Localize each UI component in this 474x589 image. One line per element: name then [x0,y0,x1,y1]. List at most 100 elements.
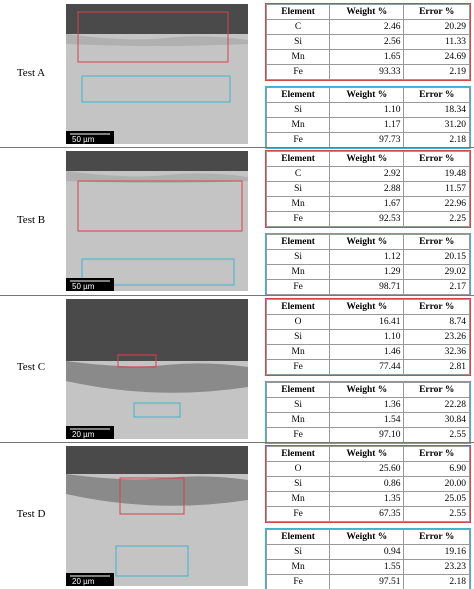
table-cell: 20.15 [403,249,470,266]
header-row: Element Weight % Error % [265,528,470,545]
table-row: Si 2.88 11.57 [265,181,470,198]
table-cell: 29.02 [403,264,470,281]
eds-table: Element Weight % Error % Si 1.10 18.34 Mn 1.17 3… [265,86,471,149]
table-cell: 24.69 [403,49,470,65]
oxide-layer [66,473,248,506]
header-cell: Weight % [329,528,405,545]
header-cell: Weight % [329,234,405,251]
table-cell: 67.35 [329,505,405,522]
table-row: Si 1.12 20.15 [265,249,470,266]
header-cell: Weight % [329,87,405,103]
table-cell: O [265,460,331,477]
table-cell: 6.90 [403,460,470,477]
table-cell: 97.10 [329,426,405,443]
table-cell: Si [265,34,331,50]
header-row: Element Weight % Error % [265,381,470,398]
table-cell: 2.18 [403,573,470,589]
table-cell: 2.46 [329,19,405,35]
table-cell: 97.73 [329,132,405,148]
table-cell: 20.00 [403,475,470,492]
table-cell: Mn [265,343,331,360]
header-cell: Element [265,87,331,103]
table-cell: 2.56 [329,34,405,50]
header-cell: Element [265,298,331,315]
header-row: Element Weight % Error % [265,234,470,251]
table-cell: 1.46 [329,343,405,360]
table-cell: 2.25 [403,211,470,228]
header-row: Element Weight % Error % [265,87,470,103]
header-cell: Weight % [329,4,405,20]
table-row: Fe 97.10 2.55 [265,426,470,443]
table-cell: 25.60 [329,460,405,477]
red-box [119,477,185,515]
scale-bar-label: 20 µm [72,430,95,439]
table-cell: 2.19 [403,64,470,80]
table-cell: 97.51 [329,573,405,589]
table-cell: Fe [265,279,331,296]
table-cell: 2.55 [403,505,470,522]
scale-bar-label: 50 µm [72,135,95,144]
eds-table: Element Weight % Error % Si 1.12 20.15 Mn 1.29 2… [265,233,471,297]
table-cell: 92.53 [329,211,405,228]
table-cell: 2.17 [403,279,470,296]
table-cell: Mn [265,490,331,507]
table-row: Fe 93.33 2.19 [265,64,470,80]
table-cell: 1.55 [329,558,405,575]
table-row: Si 1.36 22.28 [265,396,470,413]
table-cell: 98.71 [329,279,405,296]
table-cell: C [265,19,331,35]
table-cell: 1.35 [329,490,405,507]
oxide-layer [66,360,248,393]
table-cell: Fe [265,358,331,375]
header-cell: Weight % [329,381,405,398]
table-cell: Si [265,249,331,266]
table-row: Mn 1.29 29.02 [265,264,470,281]
table-cell: 20.29 [403,19,470,35]
table-row: Fe 92.53 2.25 [265,211,470,228]
table-cell: 2.55 [403,426,470,443]
table-cell: 11.33 [403,34,470,50]
eds-table: Element Weight % Error % C 2.46 20.29 Si 2.56 11… [265,3,471,81]
table-cell: 93.33 [329,64,405,80]
table-cell: 1.10 [329,328,405,345]
table-row: Fe 98.71 2.17 [265,279,470,296]
header-cell: Weight % [329,151,405,168]
red-box [77,11,229,63]
table-cell: Mn [265,117,331,133]
separator [0,147,474,149]
scale-bar-label: 50 µm [72,282,95,291]
table-cell: 18.34 [403,102,470,118]
blue-box [81,258,235,286]
table-cell: Si [265,102,331,118]
micrograph: 50 µm [66,151,248,292]
header-cell: Element [265,4,331,20]
table-cell: 1.12 [329,249,405,266]
mount [66,151,248,172]
blue-box [133,402,181,417]
table-cell: Fe [265,64,331,80]
table-cell: 0.94 [329,543,405,560]
scale-bar-label: 20 µm [72,577,95,586]
test-label: Test B [16,213,46,226]
table-row: C 2.92 19.48 [265,166,470,183]
table-row: Si 0.86 20.00 [265,475,470,492]
table-row: Mn 1.17 31.20 [265,117,470,133]
table-cell: Mn [265,196,331,213]
eds-table: Element Weight % Error % C 2.92 19.48 Si 2.88 11… [265,150,471,229]
table-cell: 30.84 [403,411,470,428]
table-cell: 22.28 [403,396,470,413]
table-cell: Mn [265,411,331,428]
table-cell: 32.36 [403,343,470,360]
table-cell: Mn [265,558,331,575]
table-cell: 23.23 [403,558,470,575]
table-row: Mn 1.54 30.84 [265,411,470,428]
table-cell: Fe [265,426,331,443]
table-cell: 19.48 [403,166,470,183]
table-row: Mn 1.55 23.23 [265,558,470,575]
table-cell: Fe [265,211,331,228]
header-cell: Error % [403,4,470,20]
table-cell: 2.18 [403,132,470,148]
table-cell: 22.96 [403,196,470,213]
table-cell: 8.74 [403,313,470,330]
